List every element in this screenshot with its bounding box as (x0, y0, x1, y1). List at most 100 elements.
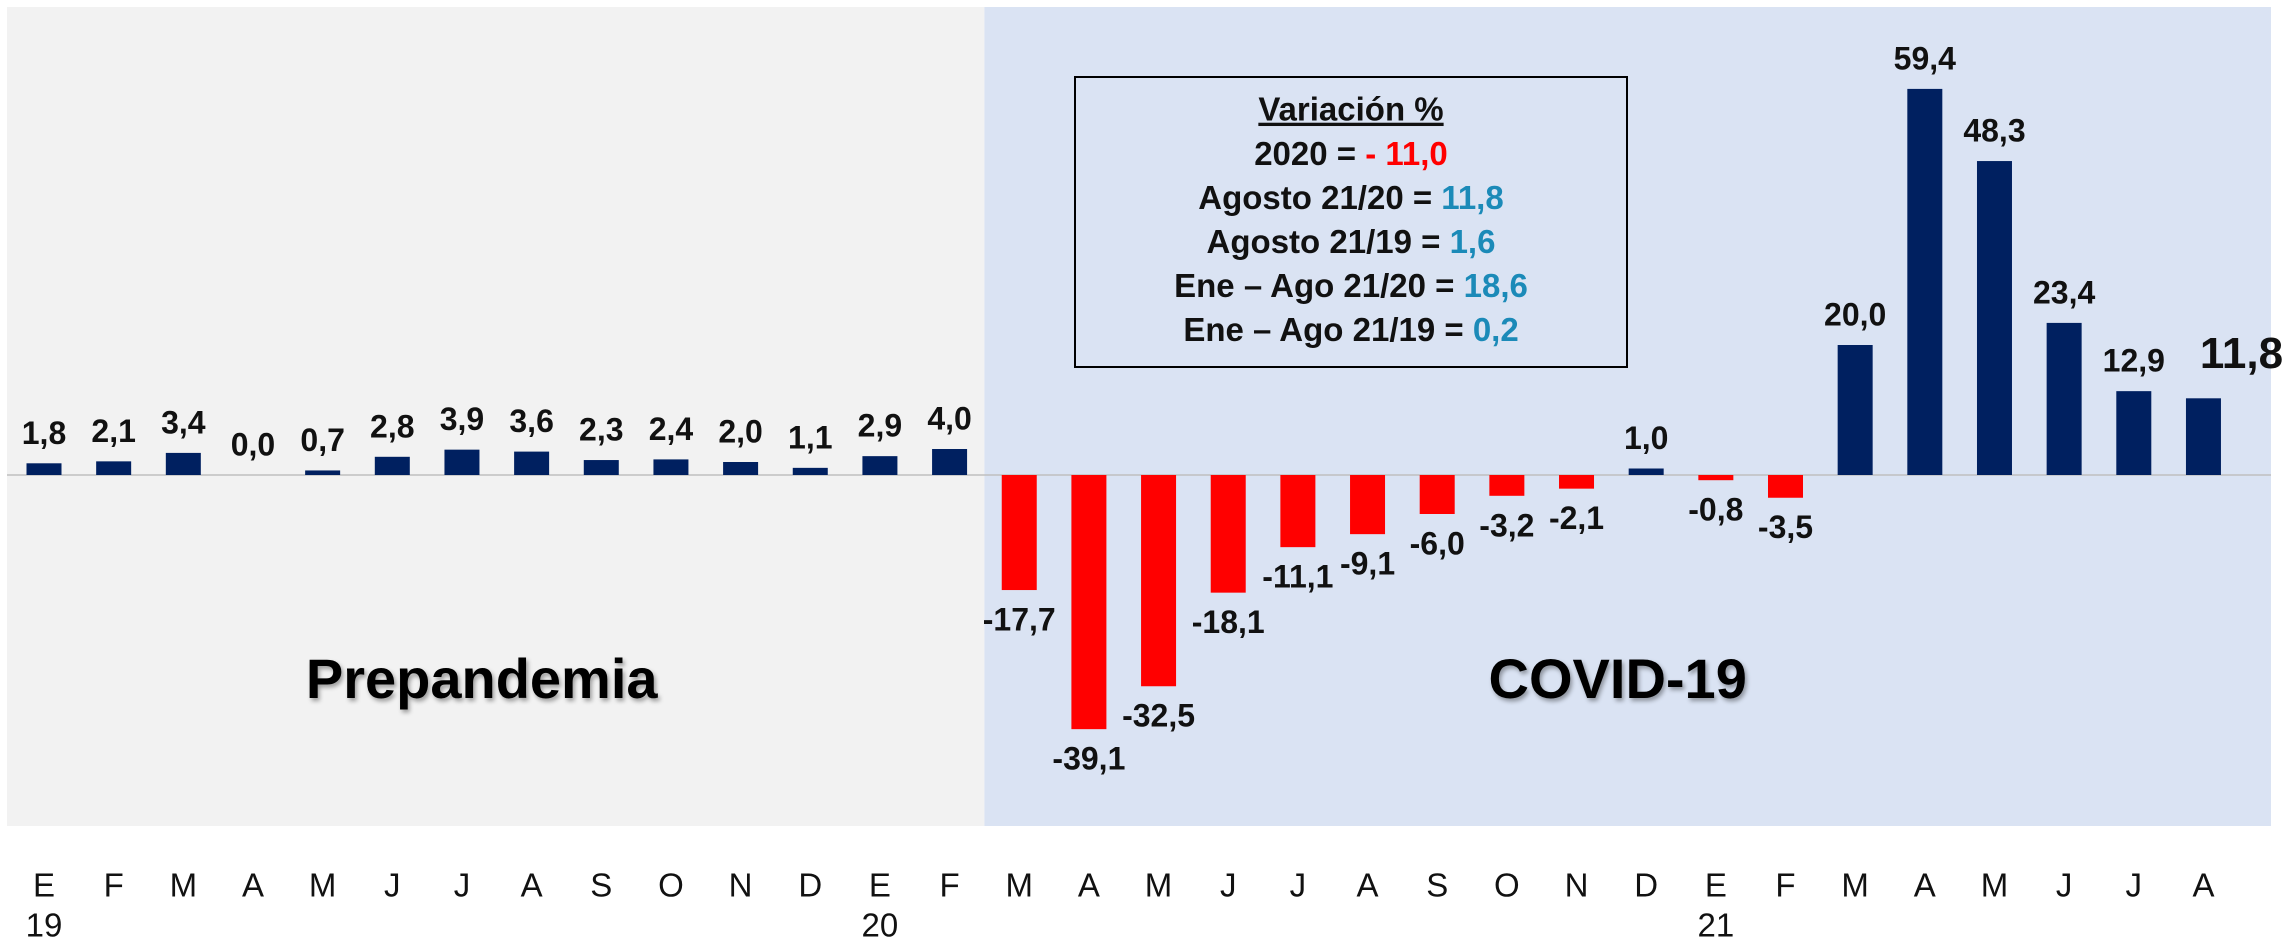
bar (26, 463, 62, 475)
annotation-text: Ene – Ago 21/20 = (1174, 267, 1464, 304)
annotation-text: Agosto 21/20 = (1198, 179, 1441, 216)
x-tick-label: J (1290, 867, 1307, 904)
annotation-text: 2020 = (1254, 135, 1365, 172)
bar (1907, 88, 1943, 476)
data-label: 1,1 (788, 419, 832, 455)
region-label: COVID-19 (1489, 647, 1747, 710)
data-label: 23,4 (2033, 274, 2095, 310)
bar (2046, 322, 2082, 475)
x-tick-label: F (939, 867, 959, 904)
x-tick-label: A (1078, 867, 1100, 904)
bar (1210, 475, 1246, 593)
bar (1001, 475, 1037, 591)
x-tick-label: S (1426, 867, 1448, 904)
data-label: 4,0 (927, 400, 971, 436)
bar (305, 470, 341, 475)
x-tick-label: M (1145, 867, 1173, 904)
bar (932, 449, 968, 475)
bar (1768, 475, 1803, 498)
annotation-box (1074, 76, 1628, 368)
bar (792, 467, 828, 475)
data-label: 3,6 (509, 403, 553, 439)
annotation-value: 18,6 (1464, 267, 1528, 304)
data-label: -17,7 (983, 602, 1056, 638)
x-tick-label: A (1914, 867, 1936, 904)
data-label: 2,3 (579, 412, 623, 448)
x-tick-label: F (104, 867, 124, 904)
data-label: -6,0 (1410, 525, 1465, 561)
data-label: -32,5 (1122, 698, 1195, 734)
year-label: 21 (1697, 907, 1734, 944)
data-label: 1,0 (1624, 420, 1668, 456)
data-label: 59,4 (1894, 40, 1956, 76)
annotation-title: Variación % (1258, 91, 1443, 128)
data-label: 2,4 (649, 411, 694, 447)
x-tick-label: M (1841, 867, 1869, 904)
x-tick-label: O (1494, 867, 1520, 904)
data-label: -39,1 (1052, 741, 1125, 777)
annotation-line: 2020 = - 11,0 (1254, 135, 1448, 172)
x-tick-label: J (384, 867, 401, 904)
data-label: -18,1 (1192, 604, 1265, 640)
region-label: Prepandemia (306, 647, 659, 710)
x-tick-label: E (869, 867, 891, 904)
bar (1698, 475, 1734, 481)
data-label: 3,4 (161, 404, 206, 440)
x-tick-label: A (2192, 867, 2214, 904)
data-label: -0,8 (1688, 492, 1743, 528)
plot: Prepandemia COVID-191,8E192,1F3,4M0,0A0,7… (7, 40, 2283, 944)
annotation-value: 1,6 (1450, 223, 1496, 260)
bar (583, 460, 619, 475)
bar (1071, 475, 1107, 730)
bar (1489, 475, 1525, 496)
x-tick-label: D (798, 867, 822, 904)
bar (1628, 468, 1664, 475)
data-label: -2,1 (1549, 500, 1604, 536)
data-label: 0,0 (231, 426, 275, 462)
x-tick-label: D (1634, 867, 1658, 904)
x-tick-label: A (1357, 867, 1379, 904)
bar (1419, 475, 1455, 514)
x-tick-label: F (1775, 867, 1795, 904)
x-tick-label: E (1705, 867, 1727, 904)
region-background (7, 7, 985, 826)
bar (1141, 475, 1177, 687)
annotation-line: Ene – Ago 21/20 = 18,6 (1174, 267, 1528, 304)
annotation-line: Ene – Ago 21/19 = 0,2 (1183, 311, 1518, 348)
data-label: 2,1 (91, 413, 135, 449)
x-tick-label: J (2126, 867, 2143, 904)
annotation-line: Agosto 21/19 = 1,6 (1207, 223, 1496, 260)
data-label: 20,0 (1824, 296, 1886, 332)
data-label: -3,5 (1758, 509, 1813, 545)
data-label: 11,8 (2200, 329, 2283, 378)
data-label: 0,7 (300, 422, 344, 458)
x-tick-label: M (1981, 867, 2009, 904)
annotation-value: 0,2 (1473, 311, 1519, 348)
data-label: 48,3 (1963, 113, 2025, 149)
bar (514, 451, 550, 475)
data-label: -9,1 (1340, 546, 1395, 582)
bar (653, 459, 689, 475)
bar (444, 449, 480, 475)
bar (1976, 161, 2012, 476)
bar (96, 461, 132, 475)
x-tick-label: E (33, 867, 55, 904)
x-tick-label: A (242, 867, 264, 904)
year-label: 20 (862, 907, 899, 944)
data-label: 2,9 (858, 408, 902, 444)
bar (374, 456, 410, 475)
year-label: 19 (26, 907, 63, 944)
x-tick-label: N (729, 867, 753, 904)
data-label: 2,8 (370, 408, 414, 444)
x-tick-label: S (590, 867, 612, 904)
bar (1280, 475, 1316, 548)
bar (165, 452, 201, 475)
annotation-value: 11,8 (1441, 179, 1503, 216)
bar (1837, 345, 1873, 475)
bar (723, 462, 759, 475)
annotation-text: Agosto 21/19 = (1207, 223, 1450, 260)
bar (1350, 475, 1386, 535)
annotation-value: - 11,0 (1365, 135, 1448, 172)
data-label: 3,9 (440, 401, 484, 437)
